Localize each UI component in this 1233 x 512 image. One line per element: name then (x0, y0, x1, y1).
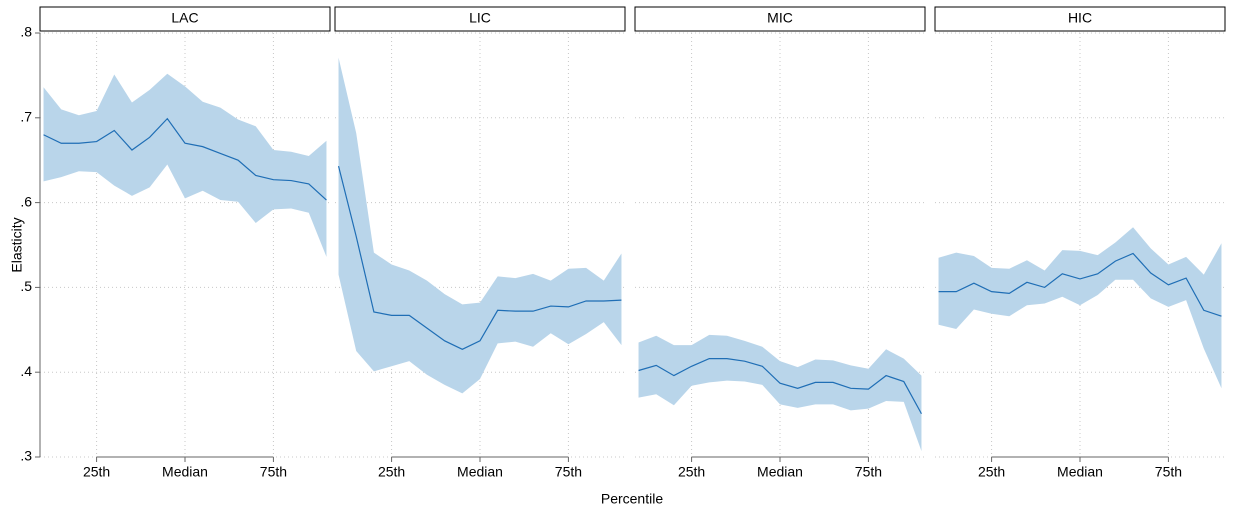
y-tick-label: .8 (20, 24, 32, 40)
x-tick-label: 25th (378, 464, 405, 480)
x-tick-label: 75th (855, 464, 882, 480)
panel-header (39, 6, 331, 32)
x-tick-label: 25th (978, 464, 1005, 480)
x-tick-label: 75th (555, 464, 582, 480)
panel-header (334, 6, 626, 32)
estimate-line (337, 165, 622, 350)
x-axis-label: Percentile (601, 491, 663, 507)
y-tick-label: .7 (20, 109, 32, 125)
x-tick-label: 75th (1155, 464, 1182, 480)
y-tick-label: .6 (20, 193, 32, 209)
y-axis-label: Elasticity (9, 217, 25, 272)
x-tick-label: 25th (678, 464, 705, 480)
y-tick-label: .3 (20, 448, 32, 464)
panel-title: HIC (1068, 10, 1092, 26)
panel-title: LAC (171, 10, 198, 26)
x-tick-label: Median (457, 464, 503, 480)
estimate-line (638, 358, 922, 415)
estimate-line (938, 252, 1222, 317)
confidence-band (43, 73, 327, 257)
x-tick-label: Median (757, 464, 803, 480)
y-tick-label: .4 (20, 363, 32, 379)
panel-header (634, 6, 926, 32)
confidence-band (938, 227, 1222, 389)
confidence-band (638, 334, 922, 452)
x-tick-label: 25th (83, 464, 110, 480)
x-tick-label: Median (162, 464, 208, 480)
x-tick-label: 75th (260, 464, 287, 480)
y-tick-label: .5 (20, 278, 32, 294)
confidence-band (338, 57, 622, 394)
estimate-line (43, 117, 327, 201)
x-tick-label: Median (1057, 464, 1103, 480)
panel-title: LIC (469, 10, 491, 26)
panel-header (934, 6, 1226, 32)
panel-title: MIC (767, 10, 793, 26)
